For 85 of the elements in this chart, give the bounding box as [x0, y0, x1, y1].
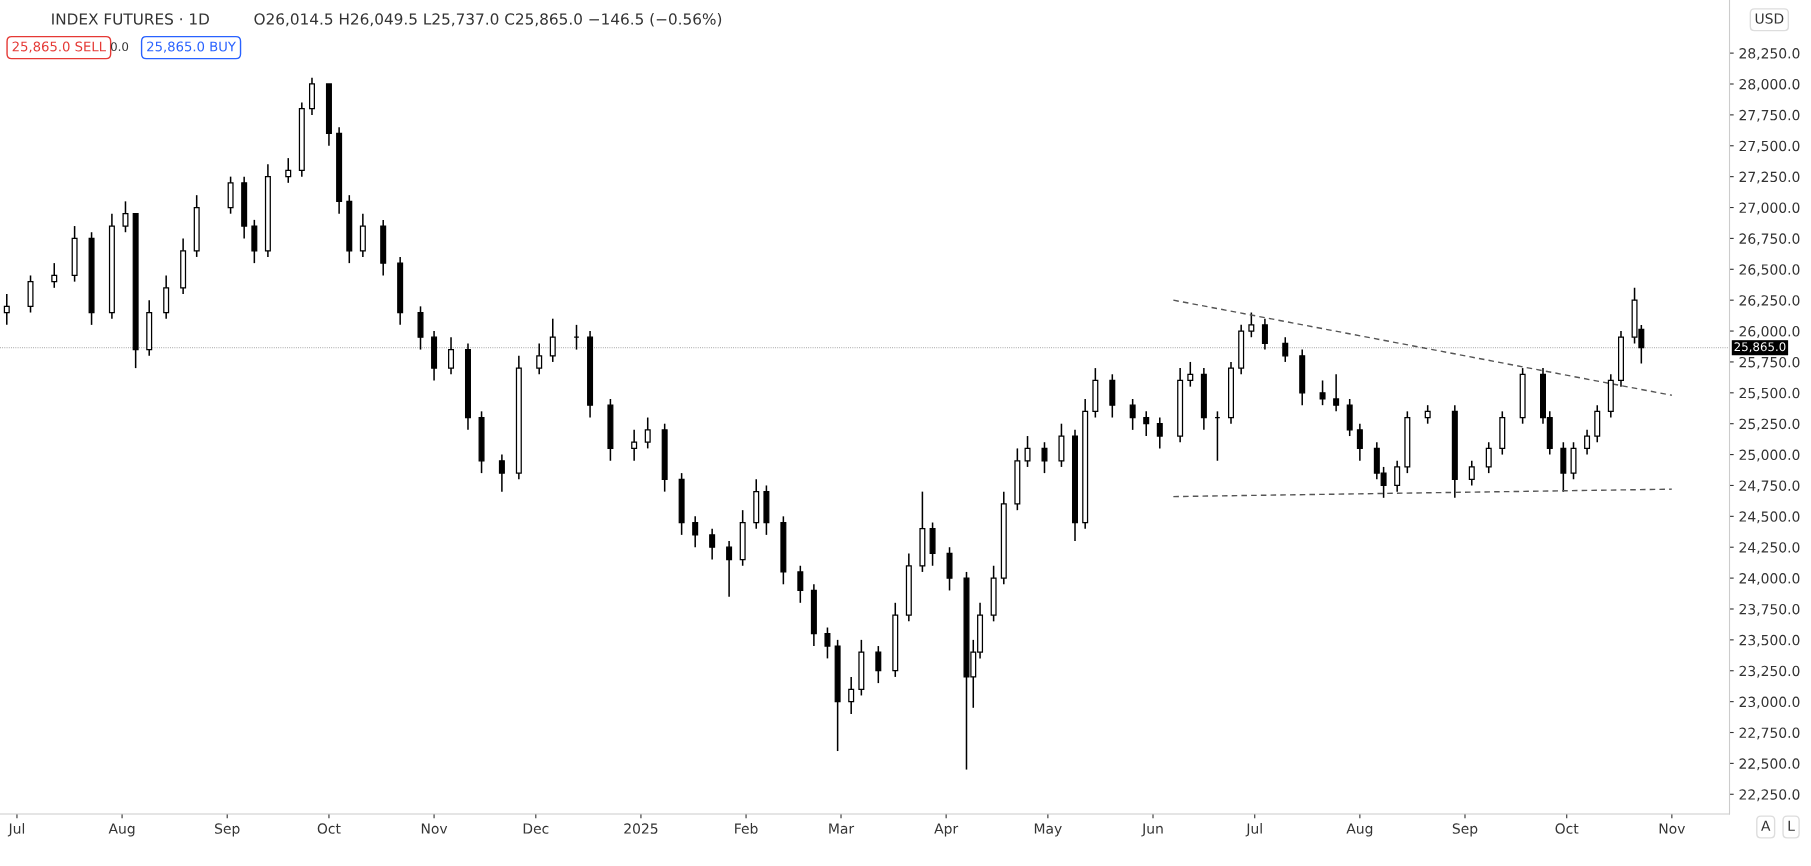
candlestick: [1282, 336, 1289, 363]
candlestick: [1584, 429, 1591, 456]
text: L: [1788, 820, 1795, 831]
candlestick: [1319, 379, 1326, 406]
x-tick-label: Oct: [317, 823, 341, 834]
candlestick: [1424, 404, 1431, 425]
y-tick-label: 22,500.0: [1739, 758, 1800, 771]
x-tick-label: 2025: [624, 823, 658, 834]
x-tick-label: Jul: [7, 823, 25, 837]
x-tick-label: Sep: [1452, 823, 1478, 837]
candlestick: [536, 342, 543, 376]
candlestick: [1485, 441, 1492, 474]
x-tick-label: Jul: [1245, 823, 1262, 837]
x-tick-label: Feb: [735, 823, 758, 834]
candlestick: [448, 336, 455, 376]
x-tick-label: Aug: [1346, 823, 1373, 837]
candlestick: [1041, 441, 1048, 474]
y-tick-label: 22,250.0: [1739, 789, 1800, 802]
candlestick: [1024, 435, 1031, 468]
y-tick-label: 23,750.0: [1739, 603, 1800, 616]
y-tick-label: 26,750.0: [1739, 233, 1800, 246]
candlestick: [51, 262, 58, 289]
candlestick: [285, 157, 292, 184]
y-tick-label: 25,000.0: [1739, 449, 1800, 462]
candlestick: [122, 200, 129, 233]
text: INDEX FUTURES · 1D: [52, 13, 209, 25]
candlestick: [498, 453, 505, 493]
y-tick-label: 23,000.0: [1739, 696, 1800, 709]
y-tick-label: 23,500.0: [1739, 634, 1800, 647]
annotation: 0.0: [110, 42, 129, 52]
y-tick-label: 24,750.0: [1739, 480, 1800, 493]
candlestick: [1143, 410, 1150, 437]
x-tick-label: Sep: [215, 823, 240, 837]
candlestick: [797, 564, 804, 604]
y-tick-label: 24,000.0: [1739, 573, 1800, 585]
x-tick-label: Nov: [421, 823, 448, 834]
y-tick-label: 27,250.0: [1739, 171, 1800, 184]
y-tick-label: 26,500.0: [1739, 264, 1800, 277]
y-tick-label: 28,250.0: [1739, 48, 1800, 61]
candlestick: [1356, 422, 1363, 462]
y-tick-label: 26,000.0: [1739, 326, 1800, 338]
candlestick: [549, 317, 556, 363]
candlestick: [1156, 416, 1163, 450]
candlestick: [726, 540, 733, 598]
x-tick-label: Mar: [829, 823, 855, 834]
candlestick: [692, 515, 699, 548]
y-tick-label: 27,750.0: [1739, 109, 1800, 122]
candlestick: [875, 645, 882, 684]
y-tick-label: 24,250.0: [1739, 542, 1800, 555]
y-tick-label: 24,500.0: [1739, 511, 1800, 524]
candlestick: [1394, 459, 1401, 493]
ref-line-label: 25,865.0: [1734, 342, 1786, 353]
text: USD: [1755, 13, 1784, 24]
y-tick-label: 23,250.0: [1739, 665, 1800, 678]
candlestick: [3, 293, 10, 326]
candlestick: [1187, 361, 1194, 388]
candlestick: [1261, 317, 1268, 351]
annotation: 25,865.0 BUY: [147, 41, 236, 53]
candlestick: [1468, 459, 1475, 487]
candlestick: [1129, 398, 1136, 431]
candlestick: [644, 416, 651, 450]
y-tick-label: 25,500.0: [1739, 387, 1800, 400]
y-tick-label: 26,250.0: [1739, 295, 1800, 308]
annotation: 25,865.0 SELL: [12, 41, 106, 53]
y-tick-label: 25,750.0: [1739, 356, 1800, 369]
y-tick-label: 22,750.0: [1739, 727, 1800, 740]
x-tick-label: Nov: [1659, 823, 1685, 834]
x-tick-label: May: [1034, 823, 1062, 837]
candlestick: [1333, 373, 1340, 413]
x-tick-label: Apr: [934, 823, 959, 837]
x-tick-label: Oct: [1555, 823, 1579, 834]
candlestick: [709, 527, 716, 561]
x-tick-label: Aug: [108, 823, 135, 837]
annotation: O26,014.5 H26,049.5 L25,737.0 C25,865.0 −146.5 (−0.56%): [254, 13, 722, 27]
y-tick-label: 27,500.0: [1739, 140, 1800, 153]
y-tick-label: 27,000.0: [1739, 202, 1800, 215]
x-tick-label: Jun: [1141, 823, 1163, 837]
text: A: [1761, 820, 1771, 831]
candlestick: [1248, 311, 1255, 338]
candlestick: [631, 429, 638, 462]
candlestick: [824, 626, 831, 660]
candlestick: [848, 676, 855, 715]
y-tick-label: 25,250.0: [1739, 418, 1800, 431]
x-tick-label: Dec: [523, 823, 549, 834]
y-tick-label: 28,000.0: [1739, 78, 1800, 91]
